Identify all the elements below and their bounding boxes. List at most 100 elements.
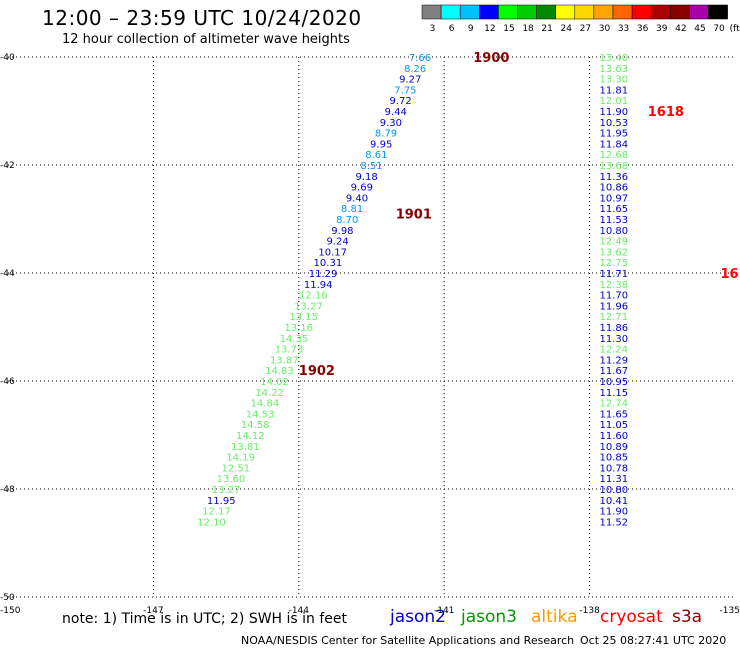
wave-height-point: 8.61	[365, 150, 387, 161]
wave-height-point: 10.95	[600, 377, 629, 388]
colorbar-level-label: 27	[580, 24, 591, 34]
wave-height-point: 11.81	[600, 85, 629, 96]
satellite-altika: altika	[531, 607, 578, 627]
colorbar-level-label: 33	[618, 24, 629, 34]
colorbar-level-label: 24	[561, 24, 573, 34]
colorbar-level-label: 12	[484, 24, 495, 34]
wave-height-point: 11.29	[309, 269, 338, 280]
footer-timestamp: Oct 25 08:27:41 UTC 2020	[580, 634, 727, 647]
wave-height-point: 14.12	[236, 431, 265, 442]
wave-height-point: 13.60	[217, 474, 246, 485]
wave-height-point: 11.71	[600, 269, 629, 280]
wave-height-point: 7.75	[394, 85, 416, 96]
satellite-jason2: jason2	[390, 607, 446, 627]
wave-height-point: 8.81	[341, 204, 363, 215]
colorbar-level-label: 70	[713, 24, 725, 34]
track-time-label: 1618	[648, 105, 684, 120]
track-time-label: 1901	[396, 208, 432, 223]
y-tick-label: -46	[0, 377, 15, 387]
wave-height-point: 11.60	[600, 431, 629, 442]
wave-height-point: 10.85	[600, 453, 629, 464]
track-time-label: 1900	[473, 51, 509, 66]
wave-height-point: 14.19	[226, 453, 255, 464]
colorbar-level-label: 39	[656, 24, 668, 34]
wave-height-point: 9.44	[385, 107, 407, 118]
wave-height-point: 11.65	[600, 409, 629, 420]
wave-height-point: 10.17	[318, 247, 347, 258]
footer-credit: NOAA/NESDIS Center for Satellite Applica…	[241, 634, 575, 647]
x-tick-label: -144	[289, 606, 310, 616]
wave-height-point: 9.18	[356, 172, 378, 183]
wave-height-point: 14.84	[251, 399, 280, 410]
wave-height-point: 9.40	[346, 193, 368, 204]
wave-height-point: 11.53	[600, 215, 629, 226]
colorbar-level-label: 30	[599, 24, 611, 34]
wave-height-point: 11.90	[600, 107, 629, 118]
wave-height-point: 11.70	[600, 291, 629, 302]
wave-height-point: 9.24	[326, 237, 348, 248]
wave-height-point: 11.67	[600, 366, 629, 377]
y-tick-label: -44	[0, 269, 15, 279]
wave-height-point: 14.22	[255, 388, 284, 399]
wave-height-point: 14.83	[265, 366, 294, 377]
footer-note: note: 1) Time is in UTC; 2) SWH is in fe…	[62, 611, 348, 627]
wave-height-point: 13.87	[270, 355, 299, 366]
wave-height-point: 8.79	[375, 129, 397, 140]
wave-height-point: 13.27	[294, 301, 323, 312]
page-title: 12:00 – 23:59 UTC 10/24/2020	[42, 6, 362, 30]
wave-height-point: 12.24	[600, 345, 629, 356]
colorbar-level-label: 18	[522, 24, 534, 34]
wave-height-point: 12.74	[600, 399, 629, 410]
colorbar-level-label: 36	[637, 24, 649, 34]
wave-height-point: 12.49	[600, 237, 629, 248]
wave-height-point: 9.27	[399, 75, 421, 86]
wave-height-point: 13.63	[600, 64, 629, 75]
track-time-label: 1902	[299, 364, 335, 379]
wave-height-point: 12.01	[600, 96, 629, 107]
wave-height-point: 11.36	[600, 172, 629, 183]
wave-height-point: 10.41	[600, 496, 629, 507]
wave-height-point: 10.86	[600, 183, 629, 194]
colorbar-level-label: 3	[430, 24, 436, 34]
colorbar-swatch	[708, 4, 728, 20]
wave-height-point: 13.73	[275, 345, 304, 356]
y-tick-label: -40	[0, 53, 15, 63]
wave-height-point: 13.27	[212, 485, 241, 496]
y-tick-label: -48	[0, 485, 15, 495]
wave-height-point: 8.70	[336, 215, 358, 226]
wave-height-point: 12.10	[197, 517, 226, 528]
x-tick-label: -138	[579, 606, 600, 616]
satellite-s3a: s3a	[672, 607, 703, 627]
wave-height-point: 13.16	[284, 323, 313, 334]
wave-height-point: 11.95	[600, 129, 629, 140]
wave-height-point: 10.78	[600, 463, 629, 474]
wave-height-point: 9.72	[389, 96, 411, 107]
wave-height-point: 14.02	[260, 377, 289, 388]
wave-height-point: 12.75	[600, 258, 629, 269]
wave-height-point: 10.89	[600, 442, 629, 453]
wave-height-point: 12.51	[221, 463, 250, 474]
wave-height-point: 14.35	[280, 334, 309, 345]
colorbar-level-label: 42	[675, 24, 686, 34]
wave-height-point: 8.26	[404, 64, 426, 75]
wave-height-point: 11.15	[600, 388, 629, 399]
wave-height-point: 11.84	[600, 139, 629, 150]
wave-height-point: 11.31	[600, 474, 629, 485]
wave-height-point: 10.80	[600, 226, 629, 237]
wave-height-point: 11.52	[600, 517, 629, 528]
wave-height-point: 13.68	[600, 161, 629, 172]
wave-height-point: 12.71	[600, 312, 629, 323]
x-tick-label: -147	[143, 606, 163, 616]
wave-height-point: 11.05	[600, 420, 629, 431]
colorbar-level-label: 21	[541, 24, 552, 34]
colorbar-level-label: 15	[503, 24, 514, 34]
x-tick-label: -141	[434, 606, 454, 616]
satellite-jason3: jason3	[461, 607, 517, 627]
wave-height-point: 10.53	[600, 118, 629, 129]
page-subtitle: 12 hour collection of altimeter wave hei…	[62, 32, 350, 47]
wave-height-point: 13.40	[600, 53, 629, 64]
track-time-label: 1617	[720, 267, 740, 282]
